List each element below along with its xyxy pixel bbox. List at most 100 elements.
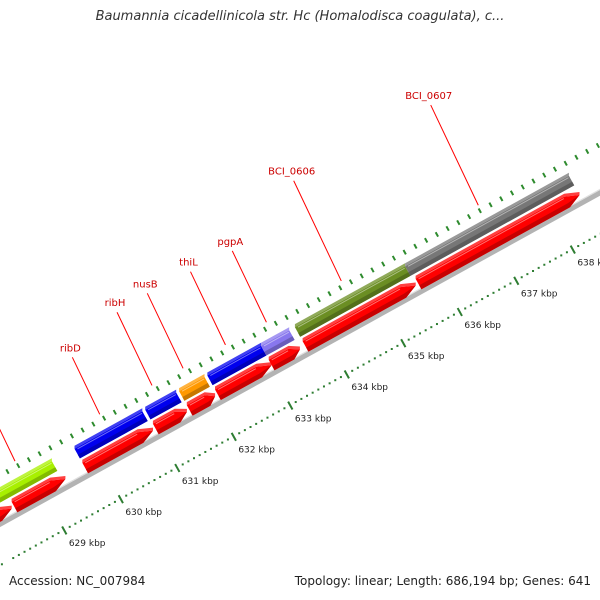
ruler-minor-tick — [548, 260, 551, 263]
feature-dash — [230, 344, 235, 350]
cds-feature-2[interactable] — [11, 476, 66, 513]
cds-feature-9[interactable] — [415, 192, 580, 290]
feature-dash — [542, 172, 547, 178]
gene-nusb[interactable] — [179, 374, 210, 401]
feature-dash — [499, 196, 504, 202]
ruler-minor-tick — [68, 525, 71, 528]
ruler-minor-tick — [588, 238, 591, 241]
ruler-tick-label: 637 kbp — [521, 290, 558, 300]
ruler-tick-label: 633 kbp — [295, 414, 332, 424]
gene-bci-0607-top — [405, 172, 569, 267]
cds-feature-4[interactable] — [152, 408, 187, 435]
gene-bci-0606[interactable] — [294, 263, 411, 337]
gene-bci-0607[interactable] — [405, 172, 575, 276]
cds-feature-4-shade — [156, 411, 187, 435]
feature-dash — [48, 445, 53, 451]
feature-dash — [252, 332, 257, 338]
label-pgpa-leader — [231, 250, 267, 323]
feature-dash — [466, 213, 472, 220]
ruler-minor-tick — [379, 354, 382, 357]
accession-text: Accession: NC_007984 — [9, 574, 146, 588]
ruler-minor-tick — [424, 329, 427, 332]
gene-thil[interactable] — [207, 342, 267, 386]
feature-dash — [316, 296, 321, 303]
label-leaders-layer — [0, 104, 479, 462]
feature-dash — [488, 202, 493, 208]
feature-dash — [359, 273, 364, 279]
ruler-minor-tick — [215, 444, 218, 447]
gene-pgpa-shine — [263, 331, 290, 347]
cds-feature-6-shine — [217, 368, 257, 390]
feature-dash — [26, 457, 32, 463]
ruler-minor-tick — [492, 291, 495, 294]
cds-feature-3[interactable] — [82, 427, 153, 474]
feature-dash — [391, 255, 397, 261]
ruler-minor-tick — [407, 338, 410, 341]
cds-feature-8[interactable] — [302, 282, 416, 352]
ruler-minor-tick — [125, 494, 128, 497]
label-ribh: ribH — [105, 298, 126, 309]
gene-ribh[interactable] — [145, 389, 182, 420]
ruler-minor-tick — [311, 391, 314, 394]
gene-ribd[interactable] — [74, 408, 148, 459]
feature-dash — [209, 356, 214, 362]
feature-dash — [69, 433, 74, 439]
cds-feature-2-top — [11, 476, 66, 502]
ruler-minor-tick — [452, 313, 455, 316]
gene-secf-top — [0, 458, 52, 490]
gene-pgpa[interactable] — [261, 327, 295, 356]
gene-unnamed-1[interactable] — [0, 490, 1, 526]
cds-feature-7[interactable] — [268, 345, 300, 371]
gene-secf-shade — [0, 467, 58, 503]
feature-dash — [327, 291, 332, 297]
gene-bci-0606-top — [294, 263, 406, 328]
label-bci-0607-leader — [430, 104, 479, 206]
label-bci-0606-leader — [293, 180, 342, 282]
ruler-minor-tick — [17, 553, 20, 556]
feature-dash — [595, 142, 600, 149]
ruler-minor-tick — [46, 538, 49, 541]
gene-ribd-top — [74, 408, 143, 449]
feature-dashes-layer — [5, 142, 600, 475]
feature-dash — [370, 267, 375, 273]
gene-bci-0606-shine — [297, 267, 405, 328]
ruler-major-tick — [343, 369, 350, 379]
feature-dash — [123, 403, 128, 410]
ruler-tick-label: 638 kbp — [577, 258, 600, 268]
cds-feature-1-shade — [0, 508, 12, 522]
cds-feature-3-top — [82, 427, 153, 463]
map-title: Baumannia cicadellinicola str. Hc (Homal… — [95, 9, 505, 24]
ruler-minor-tick — [430, 326, 433, 329]
ruler-major-tick — [456, 307, 463, 317]
ruler-minor-tick — [57, 532, 60, 535]
ruler-minor-tick — [577, 245, 580, 248]
ruler-minor-tick — [368, 360, 371, 363]
feature-dash — [381, 261, 386, 267]
cds-feature-5[interactable] — [186, 392, 216, 416]
gene-secf-shine — [0, 462, 52, 493]
ruler-tick-label: 635 kbp — [408, 352, 445, 362]
ruler-minor-tick — [362, 363, 365, 366]
label-ribd: ribD — [60, 343, 81, 354]
gene-secf[interactable] — [0, 458, 58, 503]
cds-feature-1[interactable] — [0, 505, 12, 541]
ruler-minor-tick — [582, 241, 585, 244]
feature-dash — [102, 415, 107, 421]
ruler-minor-tick — [102, 507, 105, 510]
ruler-minor-tick — [170, 469, 173, 472]
feature-dash — [80, 427, 85, 433]
ruler-minor-tick — [272, 413, 275, 416]
ruler-minor-tick — [339, 376, 342, 379]
cds-feature-2-shade — [15, 479, 66, 513]
cds-feature-6[interactable] — [215, 362, 272, 400]
ruler-minor-tick — [554, 257, 557, 260]
ruler-minor-tick — [560, 254, 563, 257]
ruler-minor-tick — [385, 351, 388, 354]
ruler-minor-tick — [396, 344, 399, 347]
gene-ribd-shade — [77, 417, 148, 459]
ruler-minor-tick — [435, 323, 438, 326]
ruler-minor-tick — [481, 298, 484, 301]
ruler-major-tick — [569, 245, 576, 255]
feature-dash — [574, 154, 579, 161]
